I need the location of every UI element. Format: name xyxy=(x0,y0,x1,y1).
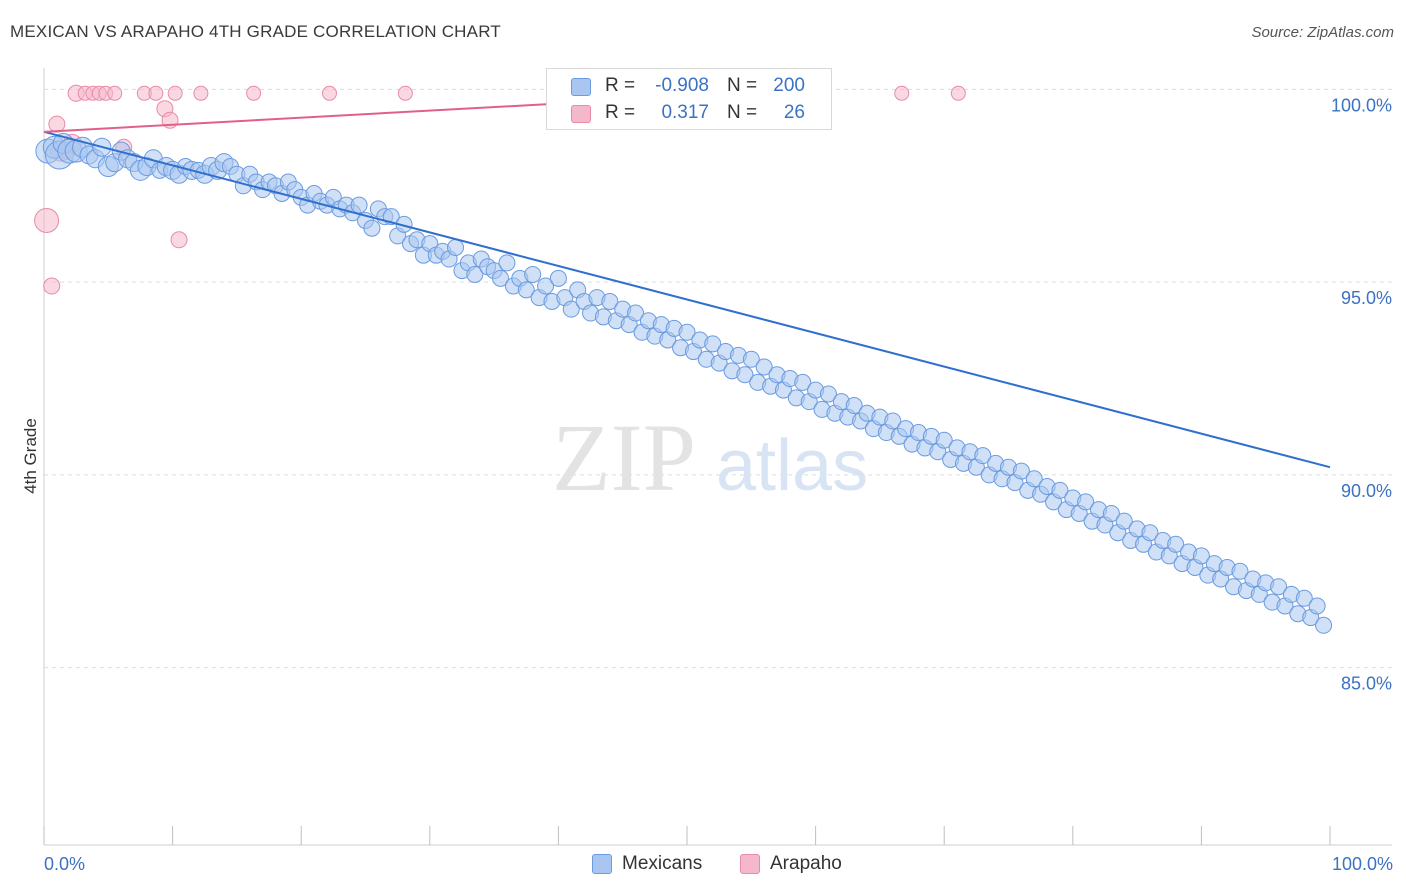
point-mexicans xyxy=(974,447,992,465)
y-tick-label: 90.0% xyxy=(1341,481,1392,501)
trend-line-mexicans xyxy=(43,130,1331,469)
point-arapaho xyxy=(894,85,910,101)
y-tick-label: 85.0% xyxy=(1341,674,1392,694)
point-arapaho xyxy=(34,207,60,233)
x-tick-label-start: 0.0% xyxy=(44,854,85,874)
bottom-legend-label: Mexicans xyxy=(622,853,703,874)
point-mexicans xyxy=(350,196,368,214)
legend-swatch-blue xyxy=(571,78,591,96)
point-mexicans xyxy=(498,254,516,272)
point-mexicans xyxy=(736,366,754,384)
point-arapaho xyxy=(170,231,188,249)
point-arapaho xyxy=(148,85,164,101)
point-mexicans xyxy=(1077,493,1095,511)
point-arapaho xyxy=(397,85,413,101)
point-arapaho xyxy=(48,115,66,133)
legend-r-label: R = xyxy=(605,102,636,123)
point-mexicans xyxy=(1308,597,1326,615)
point-mexicans xyxy=(1167,535,1185,553)
point-mexicans xyxy=(1270,578,1288,596)
points-layer xyxy=(34,84,1333,634)
y-tick-label: 95.0% xyxy=(1341,288,1392,308)
axis-layer xyxy=(43,68,1392,846)
point-mexicans xyxy=(1315,616,1333,634)
point-mexicans xyxy=(845,397,863,415)
point-mexicans xyxy=(1102,504,1120,522)
watermark-zip: ZIP xyxy=(552,404,696,511)
point-mexicans xyxy=(1231,562,1249,580)
legend-r-label: R = xyxy=(605,75,636,96)
point-mexicans xyxy=(755,358,773,376)
point-mexicans xyxy=(678,323,696,341)
point-arapaho xyxy=(321,85,337,101)
point-arapaho xyxy=(950,85,966,101)
point-mexicans xyxy=(1295,589,1313,607)
point-arapaho xyxy=(193,85,209,101)
point-mexicans xyxy=(1025,470,1043,488)
x-tick-label-end: 100.0% xyxy=(1332,854,1393,874)
point-mexicans xyxy=(1051,481,1069,499)
point-mexicans xyxy=(524,265,542,283)
point-mexicans xyxy=(794,373,812,391)
legend-n-value: 26 xyxy=(783,102,805,123)
point-mexicans xyxy=(819,385,837,403)
point-mexicans xyxy=(549,269,567,287)
point-mexicans xyxy=(466,265,484,283)
point-mexicans xyxy=(1192,547,1210,565)
legend-row-arapaho: R = 0.317 N = 26 xyxy=(547,101,831,127)
point-mexicans xyxy=(601,292,619,310)
legend-r-value: -0.908 xyxy=(655,75,709,96)
point-arapaho xyxy=(107,85,123,101)
point-mexicans xyxy=(537,277,555,295)
tick-label-layer: 85.0% 90.0% 95.0% 100.0% 0.0% 100.0% xyxy=(44,95,1393,874)
y-axis-label: 4th Grade xyxy=(21,418,40,494)
grid-layer xyxy=(44,88,1392,669)
point-mexicans xyxy=(363,219,381,237)
point-arapaho xyxy=(43,277,61,295)
point-mexicans xyxy=(935,431,953,449)
point-mexicans xyxy=(1012,462,1030,480)
watermark-atlas: atlas xyxy=(716,426,868,506)
legend-n-label: N = xyxy=(727,102,758,123)
point-mexicans xyxy=(1141,524,1159,542)
point-mexicans xyxy=(562,300,580,318)
point-mexicans xyxy=(517,281,535,299)
legend-swatch-pink xyxy=(571,105,591,123)
point-mexicans xyxy=(704,335,722,353)
point-mexicans xyxy=(884,412,902,430)
point-mexicans xyxy=(627,304,645,322)
point-arapaho xyxy=(167,85,183,101)
point-arapaho xyxy=(246,85,262,101)
point-mexicans xyxy=(1115,512,1133,530)
legend-row-mexicans: R = -0.908 N = 200 xyxy=(547,74,831,100)
bottom-legend-swatch-pink xyxy=(740,854,760,874)
bottom-legend-label: Arapaho xyxy=(770,853,842,874)
bottom-legend-swatch-blue xyxy=(592,854,612,874)
source-label: Source: ZipAtlas.com xyxy=(1251,24,1394,41)
point-mexicans xyxy=(742,350,760,368)
legend-r-value: 0.317 xyxy=(661,102,709,123)
point-mexicans xyxy=(447,238,465,256)
correlation-legend: R = -0.908 N = 200 R = 0.317 N = 26 xyxy=(546,68,832,130)
point-mexicans xyxy=(492,269,510,287)
legend-n-value: 200 xyxy=(773,75,805,96)
y-tick-label: 100.0% xyxy=(1331,95,1392,115)
chart-title: MEXICAN VS ARAPAHO 4TH GRADE CORRELATION… xyxy=(10,22,501,41)
legend-n-label: N = xyxy=(727,75,758,96)
